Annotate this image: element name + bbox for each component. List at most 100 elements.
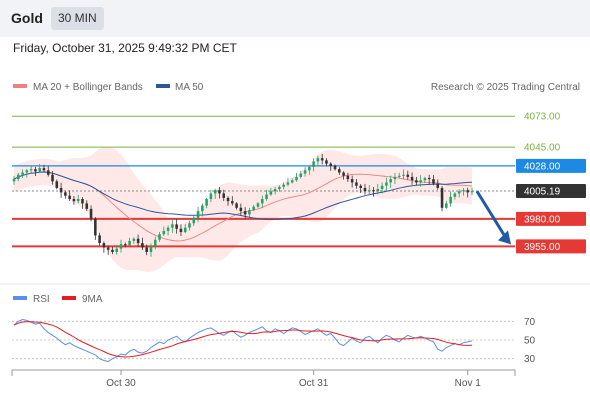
candle-body [136,238,140,244]
candle-body [432,179,435,184]
forecast-shaft [475,190,507,238]
candle-body [51,174,54,182]
candle-body [427,178,431,180]
ma9-legend-swatch [62,296,76,300]
candle-body [111,249,114,252]
candle-body [380,185,384,190]
candle-body [89,208,93,219]
level-label-1: 4045.00 [524,143,561,154]
candle-body [325,160,328,164]
candle-body [166,227,170,231]
candle-body [333,165,337,170]
candle-body [256,203,260,207]
level-label-3: 4005.19 [524,187,561,198]
level-label-0: 4073.00 [524,112,561,123]
rsi-tick-70: 70 [524,317,536,328]
candle-body [308,166,311,171]
candle-body [115,248,119,252]
candle-body [68,195,71,199]
candle-body [59,187,63,193]
candle-body [76,198,80,202]
candle-body [278,186,281,190]
candle-body [273,189,277,192]
candle-body [226,197,230,202]
candle-body [462,190,465,192]
candle-body [419,180,422,183]
candle-body [248,210,251,215]
candle-body [12,179,16,182]
rsi-tick-30: 30 [524,354,536,365]
candle-body [329,163,333,166]
candle-body [209,193,213,199]
rsi-legend-swatch [13,296,27,300]
x-tick-label-2: Nov 1 [455,378,482,389]
level-label-2: 4028.00 [524,161,561,172]
candle-body [440,187,444,208]
candle-body [252,206,255,211]
ma20-legend-swatch [13,84,27,88]
candle-body [466,190,470,193]
candle-body [124,244,127,246]
x-tick-label-1: Oct 31 [299,378,329,389]
ma50-legend-swatch [156,84,170,88]
candle-body [295,176,298,181]
rsi-line [13,318,473,363]
level-box-3 [516,184,586,199]
level-box-2 [516,158,586,173]
candle-body [436,183,440,188]
candle-body [346,175,350,180]
candle-body [119,244,123,249]
candle-body [260,198,264,204]
candle-body [406,174,410,177]
candle-body [222,193,226,198]
candle-body [158,234,161,240]
candle-body [415,180,418,183]
forecast-head [498,230,511,245]
candle-body [42,168,46,171]
candle-body [338,169,341,173]
candle-body [316,158,320,162]
candle-body [16,174,20,180]
ma20-legend-label: MA 20 + Bollinger Bands [33,82,143,93]
bollinger-band [14,146,472,272]
level-label-4: 3980.00 [524,214,561,225]
candle-body [201,205,204,212]
candle-body [128,240,131,246]
x-tick-label-0: Oct 30 [106,378,136,389]
rsi-panel: 70 50 30 [12,317,536,365]
candle-body [376,189,380,192]
candle-body [183,227,187,233]
candle-body [141,243,144,248]
candle-body [265,194,268,199]
candle-body [21,172,24,175]
candle-body [175,224,178,229]
timeframe-badge[interactable]: 30 MIN [51,7,104,30]
candle-body [153,239,157,247]
candle-body [449,196,452,204]
candle-body [192,217,196,224]
candle-body [205,198,208,206]
candle-body [98,235,101,244]
rsi-ma-line [13,321,473,358]
candle-body [213,190,217,194]
candle-body [350,179,354,183]
rsi-legend-label: RSI [33,294,50,305]
candle-body [81,198,84,204]
candle-body [342,172,345,176]
candle-body [457,191,461,194]
candle-body [34,169,37,172]
header-bar: Gold 30 MIN [0,0,590,37]
ma9-legend-label: 9MA [82,294,103,305]
candle-body [106,247,110,250]
research-credit: Research © 2025 Trading Central [431,82,580,93]
candle-body [320,158,324,161]
candle-body [46,170,50,175]
candle-body [218,190,221,194]
candle-body [393,176,397,180]
candle-body [385,182,388,186]
candle-body [363,187,367,192]
candle-body [72,198,76,202]
candle-body [372,190,375,192]
candle-body [410,176,414,181]
